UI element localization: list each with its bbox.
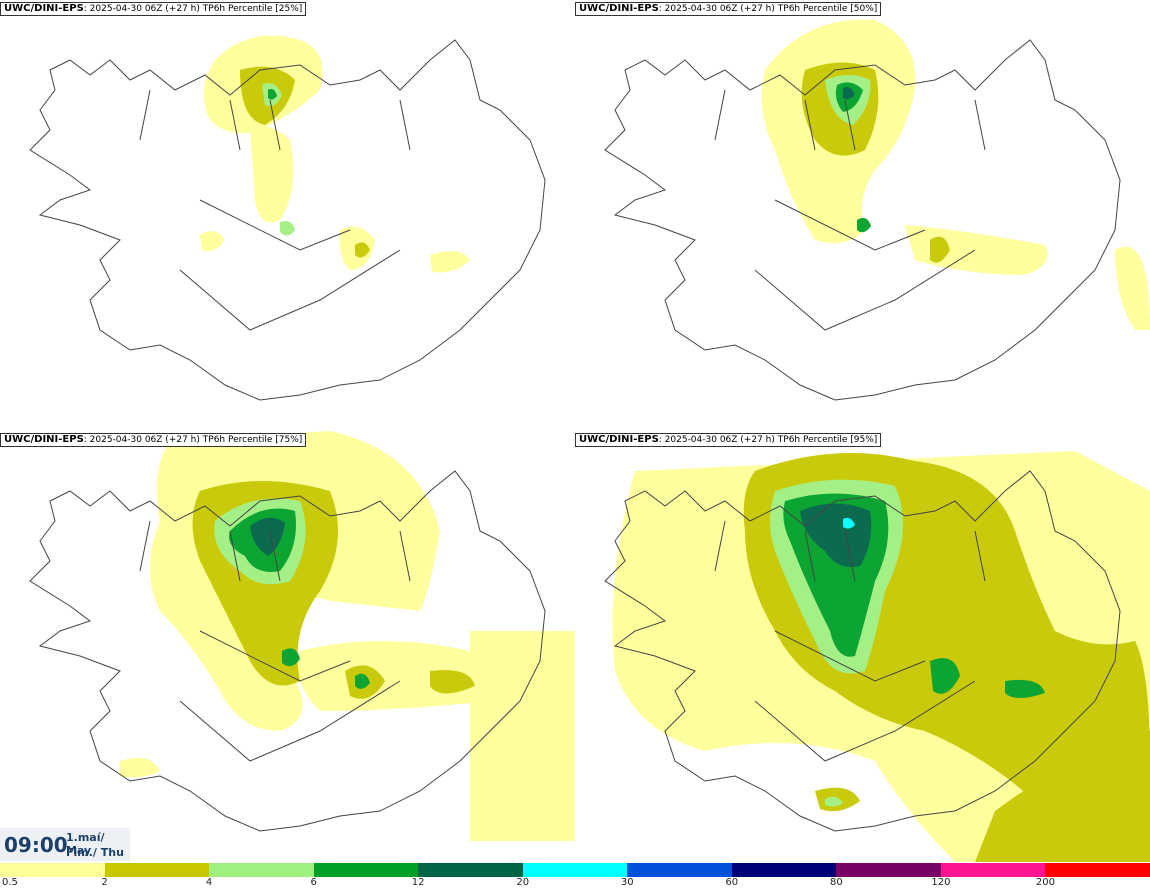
legend-label: 30 xyxy=(620,877,634,888)
iceland-coastline xyxy=(604,470,1121,832)
legend-swatch xyxy=(1045,863,1150,877)
legend-label: 12 xyxy=(411,877,425,888)
valid-weekday: Fim./ Thu xyxy=(66,846,124,859)
legend-swatch xyxy=(522,863,628,877)
iceland-coastline xyxy=(604,39,1121,401)
legend-swatch xyxy=(836,863,941,877)
precip-contours xyxy=(200,35,470,273)
legend-label: 120 xyxy=(931,877,951,888)
valid-time-box: 09:00 1.maí/ May Fim./ Thu xyxy=(0,828,130,861)
panel-title: UWC/DINI-EPS: 2025-04-30 06Z (+27 h) TP6… xyxy=(0,2,307,16)
map-panel-p95: UWC/DINI-EPS: 2025-04-30 06Z (+27 h) TP6… xyxy=(575,431,1150,862)
map-panel-p75: UWC/DINI-EPS: 2025-04-30 06Z (+27 h) TP6… xyxy=(0,431,575,862)
valid-date: 1.maí/ May xyxy=(66,831,105,857)
valid-time: 09:00 xyxy=(4,833,68,857)
precip-map xyxy=(29,35,546,401)
legend-label: 80 xyxy=(829,877,843,888)
legend-label: 6 xyxy=(310,877,317,888)
iceland-coastline xyxy=(29,39,546,401)
precip-contours xyxy=(612,451,1150,862)
legend-label: 60 xyxy=(725,877,739,888)
legend-swatch xyxy=(209,863,314,877)
map-panel-p50: UWC/DINI-EPS: 2025-04-30 06Z (+27 h) TP6… xyxy=(575,0,1150,431)
legend-swatch xyxy=(418,863,523,877)
legend-swatch xyxy=(940,863,1046,877)
legend-swatch xyxy=(313,863,419,877)
legend-label: 200 xyxy=(1035,877,1055,888)
legend-colorbar xyxy=(0,863,1150,877)
precip-contours xyxy=(120,431,575,841)
legend-swatch xyxy=(731,863,837,877)
precip-map xyxy=(29,431,575,841)
panel-title: UWC/DINI-EPS: 2025-04-30 06Z (+27 h) TP6… xyxy=(575,433,882,447)
legend-label: 20 xyxy=(516,877,530,888)
panel-title: UWC/DINI-EPS: 2025-04-30 06Z (+27 h) TP6… xyxy=(575,2,882,16)
precip-contours xyxy=(761,19,1150,330)
map-panel-p25: UWC/DINI-EPS: 2025-04-30 06Z (+27 h) TP6… xyxy=(0,0,575,431)
legend-label: 4 xyxy=(205,877,213,888)
legend-swatch xyxy=(627,863,732,877)
legend-label: 0.5 xyxy=(2,877,18,888)
legend-swatch xyxy=(104,863,210,877)
panel-title: UWC/DINI-EPS: 2025-04-30 06Z (+27 h) TP6… xyxy=(0,433,307,447)
precip-map xyxy=(604,451,1150,862)
legend-label: 2 xyxy=(101,877,108,888)
legend-swatch xyxy=(0,863,105,877)
color-legend: 0.5 2 4 6 12 20 30 60 80 120 200 xyxy=(0,862,1150,891)
precip-map xyxy=(604,19,1150,401)
iceland-coastline xyxy=(29,470,546,832)
